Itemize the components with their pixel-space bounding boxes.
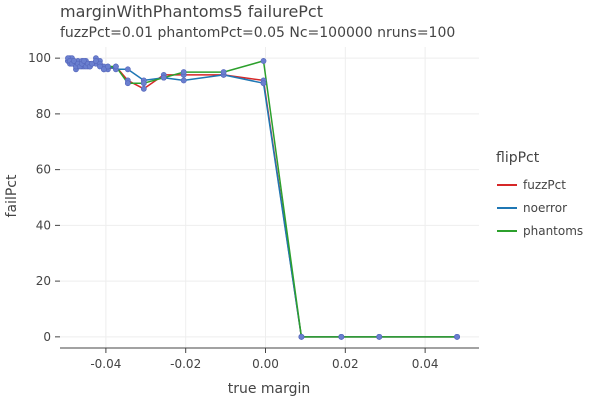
chart-title: marginWithPhantoms5 failurePct [60,2,323,21]
data-point-phantoms [160,74,167,81]
data-point-noerror [260,80,267,87]
grid [60,47,479,348]
data-point-phantoms [454,333,460,340]
data-point-phantoms [97,63,103,70]
legend-item-fuzzPct[interactable]: fuzzPct [497,178,566,192]
x-tick-label: 0.00 [252,357,279,371]
legend: flipPct fuzzPct noerror phantoms [496,150,583,238]
data-point-phantoms [180,69,187,75]
series-line-fuzzPct [67,57,458,338]
data-point-noerror [124,66,131,73]
y-axis-title: failPct [4,174,20,217]
data-point-phantoms [112,63,119,70]
data-point-phantoms [124,80,131,87]
x-tick-label: 0.02 [332,357,359,371]
data-point-phantoms [89,60,95,67]
y-tick-label: 0 [43,330,51,344]
chart-subtitle: fuzzPct=0.01 phantomPct=0.05 Nc=100000 n… [60,25,455,41]
data-point-phantoms [338,333,345,340]
y-tick-label: 40 [36,218,51,232]
data-point-fuzzPct [140,85,147,92]
axes: -0.04 -0.02 0.00 0.02 0.04 0 20 40 60 80 100 [28,51,479,371]
y-tick-label: 100 [28,51,51,65]
data-point-phantoms [220,69,227,75]
data-point-phantoms [93,58,99,64]
data-markers [65,55,460,340]
y-tick-label: 80 [36,107,51,121]
x-tick-label: 0.04 [412,357,439,371]
data-point-noerror [180,77,187,84]
data-point-phantoms [100,66,107,73]
y-tick-label: 60 [36,163,51,177]
x-axis-title: true margin [228,381,311,397]
legend-label: noerror [523,201,567,215]
y-tick-label: 20 [36,274,51,288]
legend-items: fuzzPct noerror phantoms [497,178,583,238]
series-line-phantoms [67,57,458,338]
legend-label: fuzzPct [523,178,566,192]
data-point-phantoms [260,58,267,64]
series-line-noerror [67,57,458,338]
data-point-phantoms [81,58,87,64]
legend-item-noerror[interactable]: noerror [497,201,567,215]
data-point-phantoms [71,58,77,64]
x-tick-label: -0.02 [170,357,201,371]
data-point-phantoms [104,63,111,70]
x-tick-label: -0.04 [90,357,121,371]
series-lines [67,57,458,338]
legend-title: flipPct [496,150,540,166]
data-point-phantoms [140,80,147,87]
data-point-phantoms [298,333,305,340]
legend-item-phantoms[interactable]: phantoms [497,224,583,238]
data-point-phantoms [376,333,383,340]
legend-label: phantoms [523,224,583,238]
